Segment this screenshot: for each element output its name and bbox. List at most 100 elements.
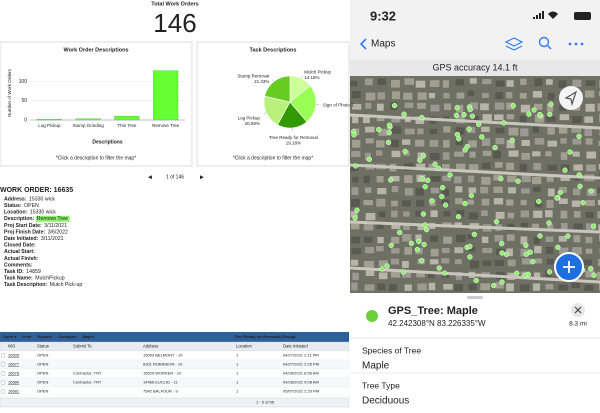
tree-point	[467, 243, 473, 250]
rooftop	[429, 259, 439, 265]
rooftop	[376, 115, 385, 122]
rooftop	[390, 258, 400, 265]
row-checkbox[interactable]	[1, 353, 6, 358]
rooftop	[443, 92, 450, 99]
tree-point	[591, 272, 597, 278]
rooftop	[391, 91, 400, 100]
tree-point	[522, 272, 528, 279]
tree-point	[464, 143, 470, 150]
more-dot[interactable]	[574, 42, 578, 46]
rooftop	[351, 187, 359, 195]
rooftop	[469, 260, 480, 269]
rooftop	[508, 150, 519, 157]
rooftop	[443, 103, 452, 111]
rooftop	[585, 270, 595, 278]
rooftop	[404, 78, 415, 85]
rooftop	[454, 284, 464, 292]
rooftop	[520, 78, 527, 85]
rooftop	[391, 236, 400, 244]
rooftop	[390, 176, 400, 182]
tree-point	[402, 148, 408, 155]
rooftop	[597, 103, 600, 112]
tree-point	[353, 163, 359, 169]
table-row[interactable]	[0, 386, 350, 397]
toolbar-button[interactable]: Expand	[37, 334, 52, 339]
gps-accuracy: GPS accuracy 14.1 ft	[432, 62, 518, 72]
rooftop	[520, 128, 529, 137]
bar	[36, 119, 62, 121]
tree-point	[509, 137, 515, 143]
rooftop	[560, 138, 567, 144]
pie-slice[interactable]	[264, 75, 291, 103]
toolbar-button[interactable]: Map ▾	[83, 334, 95, 339]
rooftop	[598, 91, 600, 97]
toolbar-button[interactable]: Print	[22, 334, 32, 339]
rooftop	[430, 104, 440, 112]
tree-point	[417, 157, 423, 163]
back-chevron[interactable]	[359, 38, 367, 50]
pager-prev[interactable]: ◀	[148, 174, 152, 180]
rooftop	[442, 152, 450, 160]
row-checkbox[interactable]	[1, 362, 6, 367]
rooftop	[363, 260, 374, 268]
more-dot[interactable]	[580, 42, 584, 46]
tree-point	[562, 167, 568, 173]
rooftop	[571, 115, 582, 124]
rooftop	[443, 126, 451, 133]
rooftop	[597, 211, 600, 219]
rooftop	[585, 199, 595, 206]
tree-point	[436, 265, 442, 271]
locate-button[interactable]	[559, 86, 583, 110]
rooftop	[468, 187, 477, 193]
toolbar-button[interactable]: Configure	[58, 334, 78, 339]
search-icon[interactable]	[538, 36, 550, 48]
pie-slice[interactable]	[289, 85, 317, 123]
tree-point	[421, 241, 427, 248]
feature-icon	[366, 310, 378, 322]
tree-point	[432, 161, 438, 167]
total-value: 146	[153, 8, 196, 38]
back-label[interactable]: Maps	[371, 39, 395, 50]
rooftop	[403, 92, 413, 100]
layers-icon[interactable]	[504, 37, 524, 51]
row-checkbox[interactable]	[1, 371, 6, 376]
more-dot[interactable]	[568, 42, 572, 46]
rooftop	[404, 128, 415, 135]
field-label: Actual Start:	[4, 249, 35, 255]
row-checkbox[interactable]	[1, 380, 6, 385]
pager-next[interactable]: ▶	[200, 174, 204, 180]
field-label: Task ID:	[4, 269, 24, 275]
tree-point	[526, 111, 532, 117]
column-header: Address	[143, 344, 158, 349]
x-tick-label: Remove Tree	[152, 123, 180, 128]
street	[349, 113, 600, 130]
rooftop	[521, 139, 530, 146]
rooftop	[350, 211, 358, 218]
field-value: 15330 wick	[30, 210, 56, 216]
table-cell: 1	[236, 389, 239, 394]
rooftop	[586, 223, 596, 230]
chart-title: Task Descriptions	[250, 47, 297, 53]
dashboard-title: Total Work Orders	[151, 1, 198, 7]
rooftop	[585, 236, 593, 244]
rooftop	[481, 138, 491, 147]
row-checkbox[interactable]	[1, 389, 6, 394]
rooftop	[519, 163, 528, 172]
rooftop	[558, 284, 568, 291]
rooftop	[441, 188, 449, 197]
tree-point	[425, 177, 431, 184]
rooftop	[391, 223, 401, 230]
rooftop	[480, 283, 491, 291]
tree-point	[554, 195, 560, 201]
add-icon	[563, 261, 575, 273]
field-label: Description:	[4, 216, 35, 222]
rooftop	[430, 152, 440, 160]
rooftop	[482, 247, 493, 254]
rooftop	[376, 246, 384, 252]
toolbar-button[interactable]: Open ▾	[3, 334, 17, 339]
rooftop	[533, 162, 542, 171]
rooftop	[533, 186, 541, 192]
rooftop	[532, 283, 541, 291]
table-cell: 1	[236, 380, 239, 385]
rooftop	[532, 223, 540, 230]
